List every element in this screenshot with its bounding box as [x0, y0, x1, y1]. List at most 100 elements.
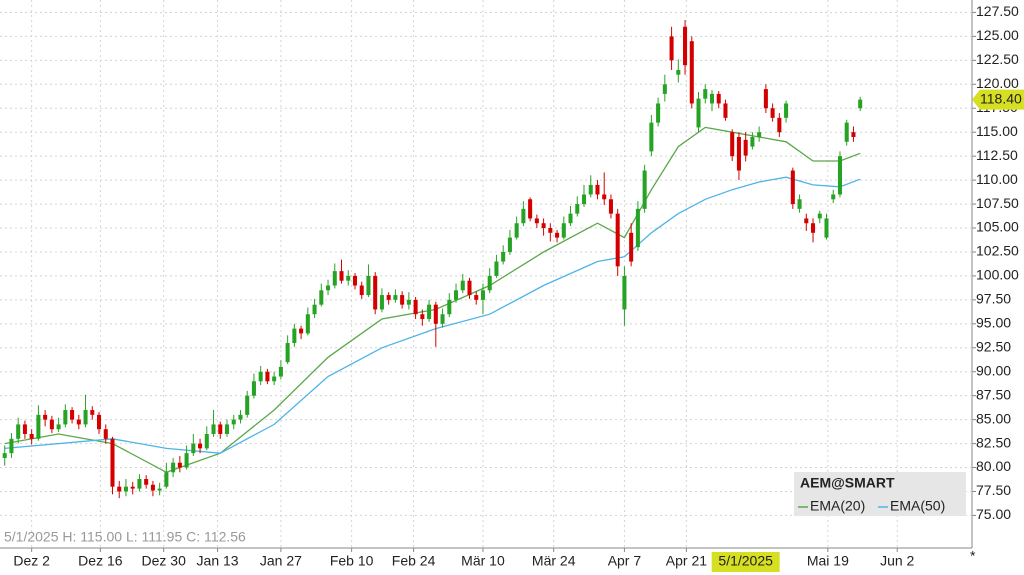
candle-body: [851, 132, 856, 137]
candle-body: [346, 275, 351, 281]
ema-line: [4, 176, 861, 454]
x-tick-label: Mär 10: [461, 553, 505, 569]
candle-body: [137, 479, 142, 489]
candle-body: [326, 285, 331, 291]
candle-body: [723, 103, 728, 118]
candle-body: [157, 488, 162, 491]
candle-body: [63, 410, 68, 425]
candle-body: [292, 328, 297, 343]
candle-body: [184, 453, 189, 468]
candle-body: [305, 314, 310, 334]
candle-body: [231, 419, 236, 425]
corner-mark: *: [970, 548, 976, 564]
candle-body: [696, 98, 701, 128]
candle-body: [689, 41, 694, 104]
candle-body: [265, 371, 270, 382]
y-tick-label: 100.00: [976, 267, 1019, 283]
y-tick-label: 80.00: [976, 458, 1011, 474]
candle-body: [191, 443, 196, 454]
candle-body: [534, 218, 539, 224]
y-tick-label: 127.50: [976, 3, 1019, 19]
candle-body: [2, 453, 7, 458]
candle-body: [561, 223, 566, 238]
candle-body: [204, 433, 209, 449]
candle-body: [16, 424, 21, 439]
candle-body: [750, 137, 755, 147]
candle-body: [393, 295, 398, 300]
candle-body: [588, 184, 593, 195]
y-tick-label: 120.00: [976, 75, 1019, 91]
candle-body: [460, 280, 465, 291]
candle-body: [709, 93, 715, 104]
y-tick-label: 90.00: [976, 362, 1011, 378]
candle-body: [130, 486, 135, 489]
legend: AEM@SMART EMA(20) EMA(50): [794, 472, 966, 516]
candle-body: [831, 194, 836, 200]
x-tick-label: Mär 24: [532, 553, 576, 569]
candle-body: [164, 472, 169, 487]
candle-body: [804, 218, 809, 224]
x-tick-label: Feb 10: [330, 553, 374, 569]
candle-body: [83, 410, 88, 425]
candle-body: [595, 184, 600, 195]
x-tick-label: Dez 30: [142, 553, 187, 569]
candle-body: [278, 366, 283, 377]
candle-body: [763, 89, 768, 109]
candle-body: [413, 299, 418, 315]
candle-body: [299, 328, 304, 334]
candle-body: [339, 271, 344, 281]
candle-body: [123, 486, 128, 492]
y-tick-label: 95.00: [976, 315, 1011, 331]
candle-body: [837, 156, 842, 195]
candle-body: [110, 438, 115, 487]
candle-body: [96, 414, 102, 430]
x-tick-label: Jan 27: [260, 553, 302, 569]
legend-label: EMA(20): [810, 498, 865, 514]
candle-body: [224, 424, 230, 434]
crosshair-label-bg: [711, 552, 780, 572]
candle-body: [568, 213, 573, 224]
candle-body: [198, 443, 203, 449]
candle-body: [366, 275, 371, 296]
candle-body: [319, 290, 324, 305]
candle-body: [150, 484, 155, 491]
candle-body: [703, 89, 708, 99]
candle-body: [615, 213, 620, 267]
candle-body: [386, 295, 391, 300]
candle-body: [359, 285, 364, 296]
candle-body: [258, 371, 263, 382]
candle-body: [420, 314, 425, 320]
candle-body: [211, 424, 216, 434]
y-tick-label: 77.50: [976, 482, 1011, 498]
candle-body: [312, 304, 317, 315]
candle-body: [43, 414, 48, 420]
candle-body: [790, 170, 795, 205]
candle-body: [501, 251, 506, 262]
candle-body: [218, 424, 223, 434]
candle-body: [622, 275, 627, 310]
candle-body: [245, 395, 250, 415]
candle-body: [730, 132, 735, 157]
x-tick-label: Feb 24: [392, 553, 436, 569]
candle-body: [716, 93, 721, 104]
candle-body: [144, 479, 149, 485]
candle-body: [467, 280, 472, 296]
y-tick-label: 110.00: [976, 171, 1018, 187]
candle-body: [447, 299, 452, 315]
candle-body: [602, 194, 607, 200]
candle-body: [474, 295, 479, 300]
y-tick-label: 87.50: [976, 386, 1011, 402]
x-tick-label: Jun 2: [880, 553, 914, 569]
candle-body: [608, 199, 613, 214]
candle-body: [433, 304, 438, 324]
candle-body: [251, 381, 256, 396]
y-tick-label: 82.50: [976, 434, 1011, 450]
y-tick-label: 75.00: [976, 506, 1011, 522]
x-tick-label: Apr 21: [666, 553, 707, 569]
candle-body: [629, 232, 634, 262]
candle-body: [285, 342, 290, 363]
candle-body: [332, 271, 337, 286]
ema-line: [4, 126, 861, 474]
candle-body: [56, 424, 61, 430]
